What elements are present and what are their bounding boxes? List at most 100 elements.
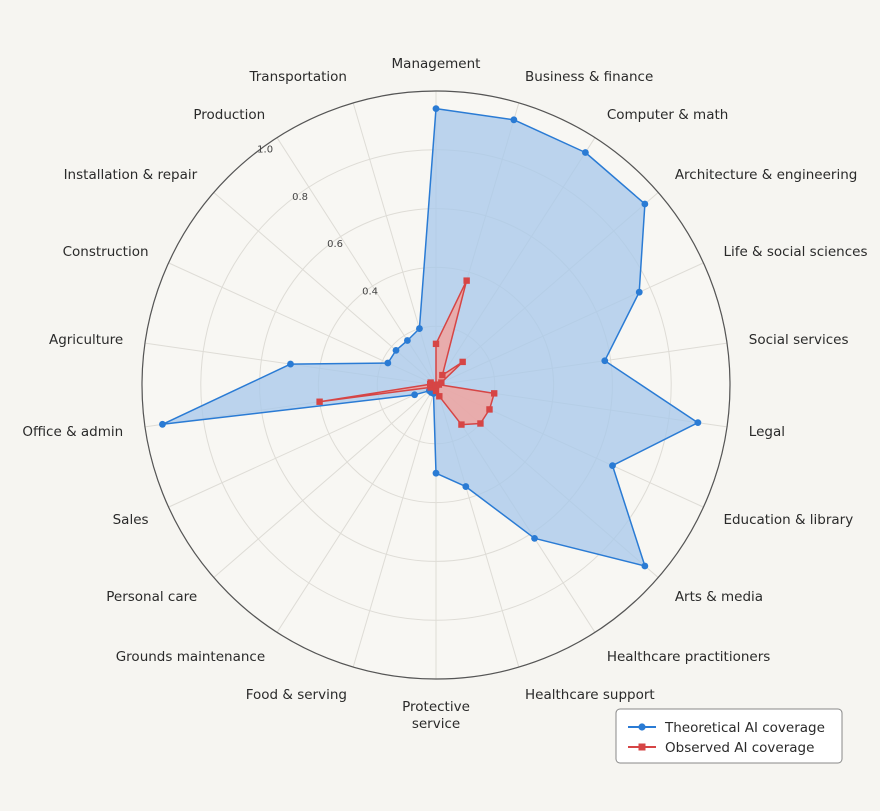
category-label-line: service <box>412 716 460 732</box>
grid-spoke <box>276 384 437 633</box>
category-label: Transportation <box>248 69 346 85</box>
data-point <box>287 360 294 368</box>
grid-spoke <box>352 384 437 668</box>
category-label: Personal care <box>106 589 197 605</box>
data-point <box>432 340 440 348</box>
category-label-line: Life & social sciences <box>723 244 867 260</box>
category-label: Legal <box>749 424 785 440</box>
category-label: Food & serving <box>246 687 347 703</box>
data-point <box>582 149 589 156</box>
data-point <box>432 105 440 113</box>
data-point <box>601 357 609 365</box>
legend-label: Observed AI coverage <box>665 740 814 756</box>
category-label: Life & social sciences <box>723 244 867 260</box>
data-point <box>463 277 470 284</box>
data-point <box>477 420 484 427</box>
data-point <box>641 562 649 570</box>
category-label-line: Transportation <box>248 69 346 85</box>
grid-spoke <box>168 384 437 508</box>
category-label: Arts & media <box>675 589 763 605</box>
data-point <box>462 483 470 490</box>
data-point <box>432 387 440 395</box>
category-label-line: Social services <box>749 332 849 348</box>
data-point <box>427 379 434 386</box>
data-point <box>439 371 446 379</box>
data-point <box>491 390 498 397</box>
data-point <box>403 337 411 344</box>
data-point <box>316 398 323 405</box>
category-label-line: Construction <box>63 244 149 260</box>
data-point <box>432 469 440 477</box>
category-label-line: Business & finance <box>525 69 653 85</box>
data-point <box>510 116 518 124</box>
category-label: Grounds maintenance <box>116 649 265 665</box>
category-label-line: Legal <box>749 424 785 440</box>
legend-label: Theoretical AI coverage <box>664 720 825 736</box>
data-point <box>531 534 538 542</box>
category-label: Management <box>392 56 481 72</box>
category-label: Architecture & engineering <box>675 167 858 183</box>
radial-tick-label: 0.4 <box>362 286 378 297</box>
data-point <box>486 406 493 413</box>
category-label: Production <box>193 107 265 123</box>
data-point <box>609 462 616 470</box>
category-label-line: Protective <box>402 699 470 715</box>
category-label-line: Architecture & engineering <box>675 167 858 183</box>
category-label: Business & finance <box>525 69 653 85</box>
radial-tick-label: 1.0 <box>257 145 273 156</box>
category-label-line: Agriculture <box>49 332 123 348</box>
legend: Theoretical AI coverage Observed AI cover… <box>615 708 843 764</box>
data-point <box>641 200 649 208</box>
category-label-line: Sales <box>113 512 149 528</box>
category-labels-layer: Management Business & finance Computer & m… <box>22 56 867 732</box>
data-point <box>635 288 643 296</box>
category-label: Healthcare practitioners <box>607 649 770 665</box>
category-label-line: Healthcare practitioners <box>607 649 770 665</box>
category-label: Sales <box>113 512 149 528</box>
category-label: Construction <box>63 244 149 260</box>
tick-labels-layer: 0.4 0.6 0.8 1.0 <box>257 145 378 298</box>
category-label-line: Management <box>392 56 481 72</box>
category-label: Protective service <box>402 699 470 732</box>
category-label: Social services <box>749 332 849 348</box>
category-label-line: Healthcare support <box>525 687 655 703</box>
legend-marker <box>638 743 646 751</box>
data-point <box>392 346 400 354</box>
category-label: Education & library <box>723 512 853 528</box>
category-label: Agriculture <box>49 332 123 348</box>
category-label-line: Production <box>193 107 265 123</box>
data-point <box>427 384 434 391</box>
data-point <box>159 420 166 428</box>
category-label-line: Installation & repair <box>64 167 198 183</box>
legend-box <box>615 708 843 764</box>
legend-marker <box>638 723 646 731</box>
category-label: Computer & math <box>607 107 729 123</box>
data-point <box>384 359 392 367</box>
series-theoretical <box>159 105 702 570</box>
category-label-line: Office & admin <box>22 424 123 440</box>
data-point <box>411 391 419 399</box>
series-observed <box>316 277 498 428</box>
grid-spoke <box>213 384 437 578</box>
outer-ring <box>141 90 731 680</box>
radial-tick-label: 0.6 <box>327 239 343 250</box>
category-label-line: Education & library <box>723 512 853 528</box>
data-point <box>694 419 702 427</box>
data-point <box>436 393 443 400</box>
data-point <box>459 358 466 366</box>
series-layer <box>159 105 702 570</box>
category-label-line: Personal care <box>106 589 197 605</box>
category-label-line: Arts & media <box>675 589 763 605</box>
category-label: Office & admin <box>22 424 123 440</box>
radial-tick-label: 0.8 <box>292 192 308 203</box>
category-label-line: Food & serving <box>246 687 347 703</box>
category-label-line: Grounds maintenance <box>116 649 265 665</box>
category-label-line: Computer & math <box>607 107 729 123</box>
data-point <box>416 325 423 332</box>
category-label: Installation & repair <box>64 167 198 183</box>
data-point <box>432 381 440 389</box>
category-label: Healthcare support <box>525 687 655 703</box>
data-point <box>458 421 465 428</box>
